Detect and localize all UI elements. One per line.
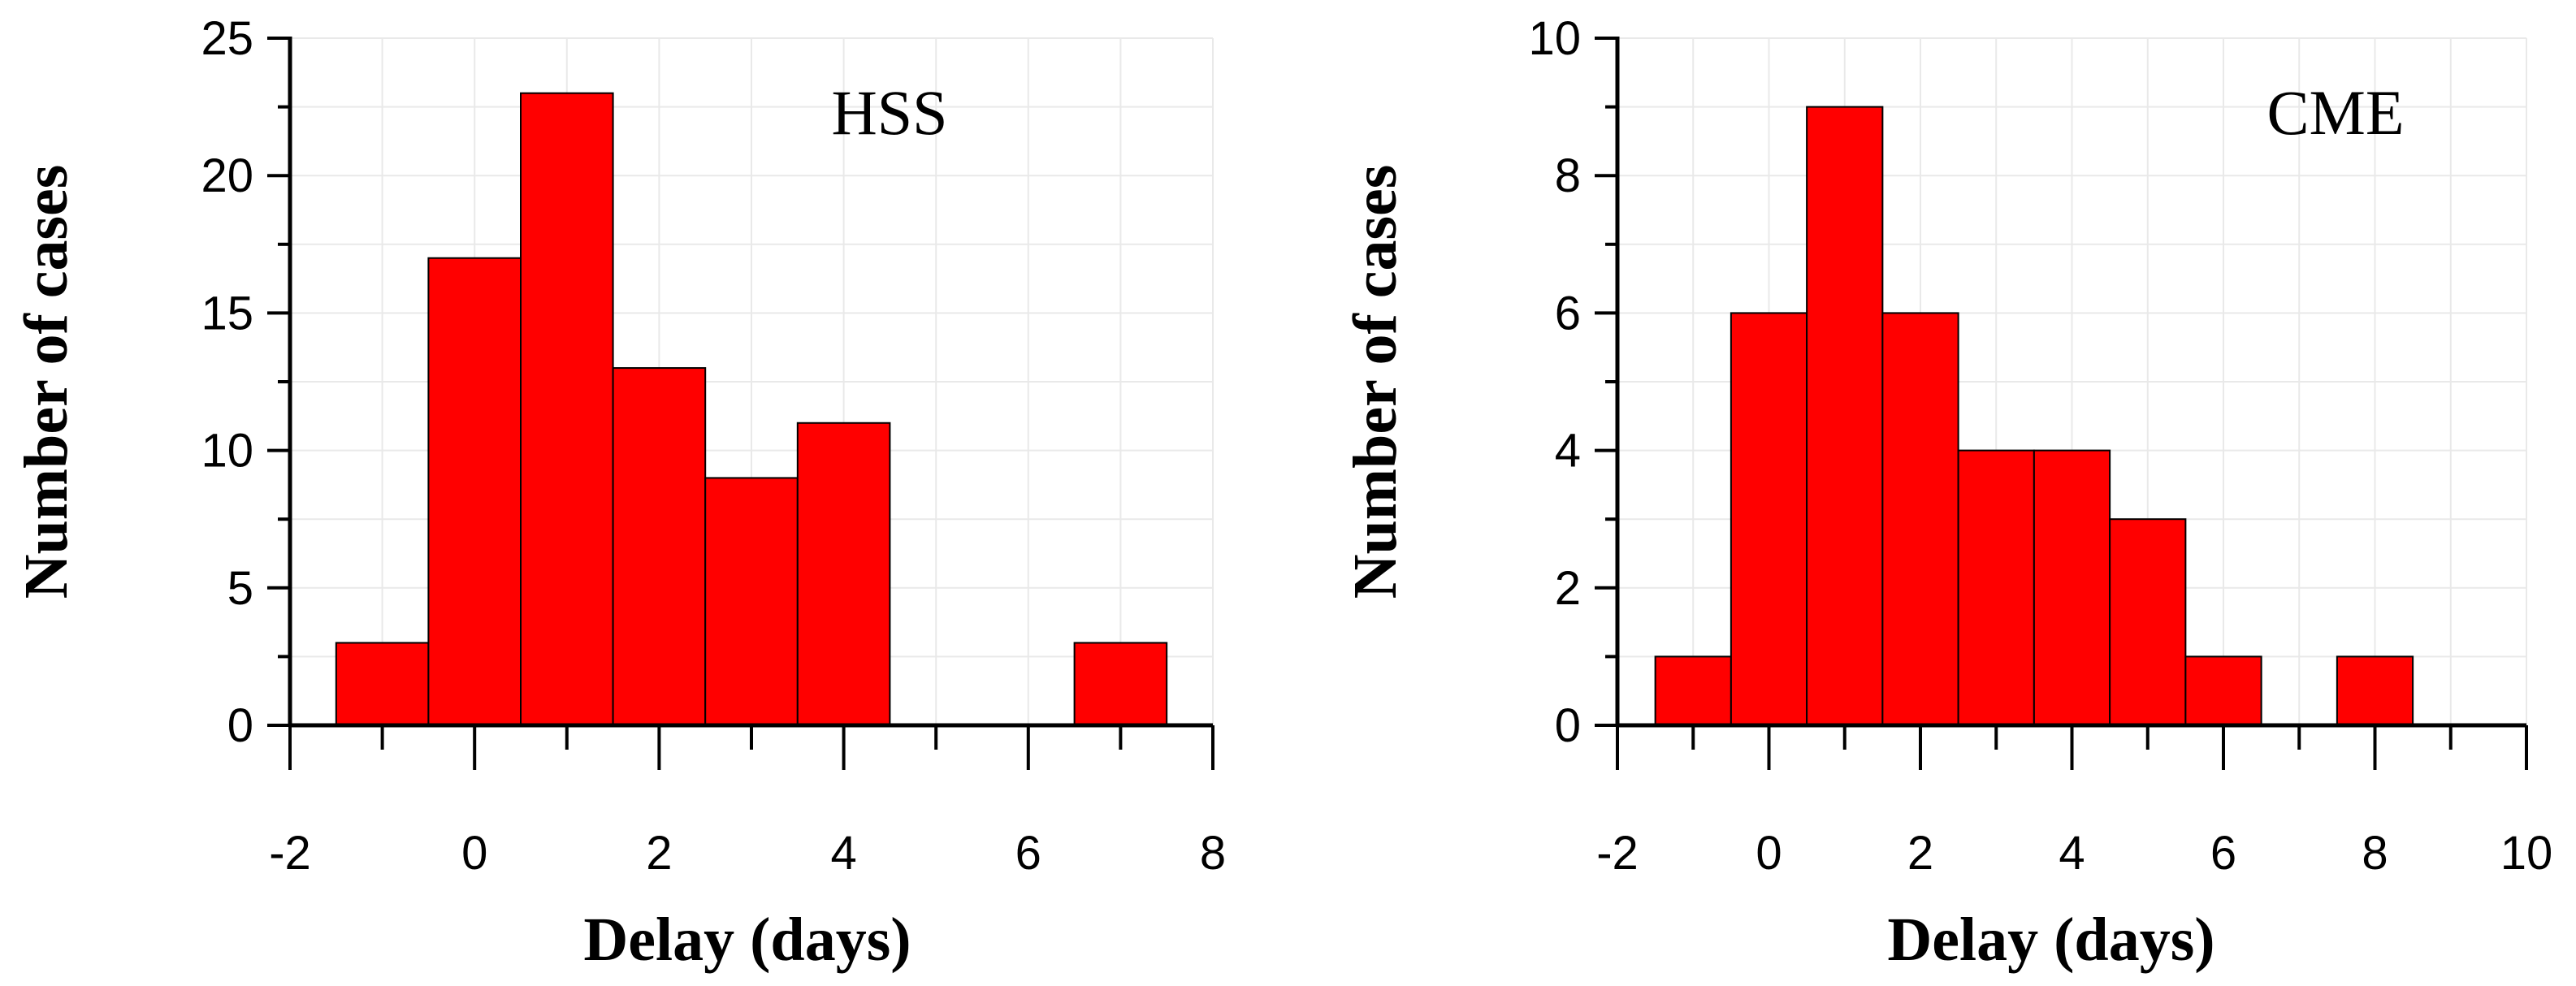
hss-y-tick-label: 15	[201, 287, 253, 339]
hss-bars	[335, 92, 1168, 727]
cme-y-tick-label: 6	[1555, 287, 1581, 339]
hss-x-tick-label: 6	[1015, 827, 1041, 880]
hss-x-axis-title: Delay (days)	[583, 906, 911, 974]
hss-y-axis-title: Number of cases	[12, 165, 80, 599]
hss-y-tick-label: 5	[227, 562, 253, 615]
hss-y-tick-label: 0	[227, 699, 253, 752]
hss-x-tick-label: 0	[461, 827, 487, 880]
cme-bar	[2033, 449, 2111, 726]
cme-bar	[1957, 449, 2035, 726]
hss-axes	[267, 37, 1214, 770]
hss-x-tick-label: 4	[830, 827, 856, 880]
hss-x-tick-label: -2	[269, 827, 311, 880]
cme-bar	[1730, 312, 1808, 726]
cme-y-tick-label: 4	[1555, 425, 1581, 478]
cme-bar	[1806, 106, 1884, 727]
cme-x-tick-label: 10	[2500, 827, 2553, 880]
cme-histogram-panel: 0 2 4 6 8 10 -2 0 2 4 6 8 10 CME Delay (days) Number…	[1341, 12, 2552, 974]
hss-tick-labels: 0 5 10 15 20 25 -2 0 2 4 6 8	[201, 12, 1226, 880]
hss-bar	[520, 92, 614, 727]
cme-bar	[2184, 655, 2262, 727]
hss-histogram-panel: 0 5 10 15 20 25 -2 0 2 4 6 8 HSS Delay (days) Numbe…	[12, 12, 1226, 974]
cme-x-tick-label: -2	[1596, 827, 1639, 880]
hss-bar	[427, 257, 522, 727]
hss-y-tick-label: 25	[201, 12, 253, 65]
cme-x-tick-label: 0	[1756, 827, 1782, 880]
hss-bar	[704, 477, 799, 726]
cme-x-tick-label: 2	[1907, 827, 1933, 880]
cme-y-axis-title: Number of cases	[1341, 165, 1409, 599]
cme-x-tick-label: 4	[2059, 827, 2085, 880]
hss-y-tick-label: 20	[201, 149, 253, 202]
cme-bar	[2336, 655, 2414, 727]
cme-tick-labels: 0 2 4 6 8 10 -2 0 2 4 6 8 10	[1528, 12, 2552, 880]
hss-bar	[335, 642, 430, 726]
cme-x-tick-label: 8	[2362, 827, 2388, 880]
cme-axes	[1595, 37, 2528, 770]
hss-bar	[1073, 642, 1168, 726]
hss-annotation: HSS	[831, 77, 947, 148]
cme-y-tick-label: 2	[1555, 562, 1581, 615]
hss-bar	[612, 367, 707, 726]
cme-bars	[1654, 106, 2414, 727]
cme-x-tick-label: 6	[2210, 827, 2236, 880]
hss-y-tick-label: 10	[201, 425, 253, 478]
hss-x-tick-label: 8	[1200, 827, 1226, 880]
cme-bar	[1654, 655, 1732, 727]
hss-bar	[796, 422, 891, 726]
hss-x-tick-label: 2	[646, 827, 672, 880]
cme-bar	[2109, 518, 2187, 727]
cme-y-tick-label: 0	[1555, 699, 1581, 752]
cme-x-axis-title: Delay (days)	[1887, 906, 2214, 974]
cme-y-tick-label: 8	[1555, 149, 1581, 202]
cme-annotation: CME	[2266, 77, 2404, 148]
cme-y-tick-label: 10	[1528, 12, 1581, 65]
cme-bar	[1881, 312, 1959, 726]
